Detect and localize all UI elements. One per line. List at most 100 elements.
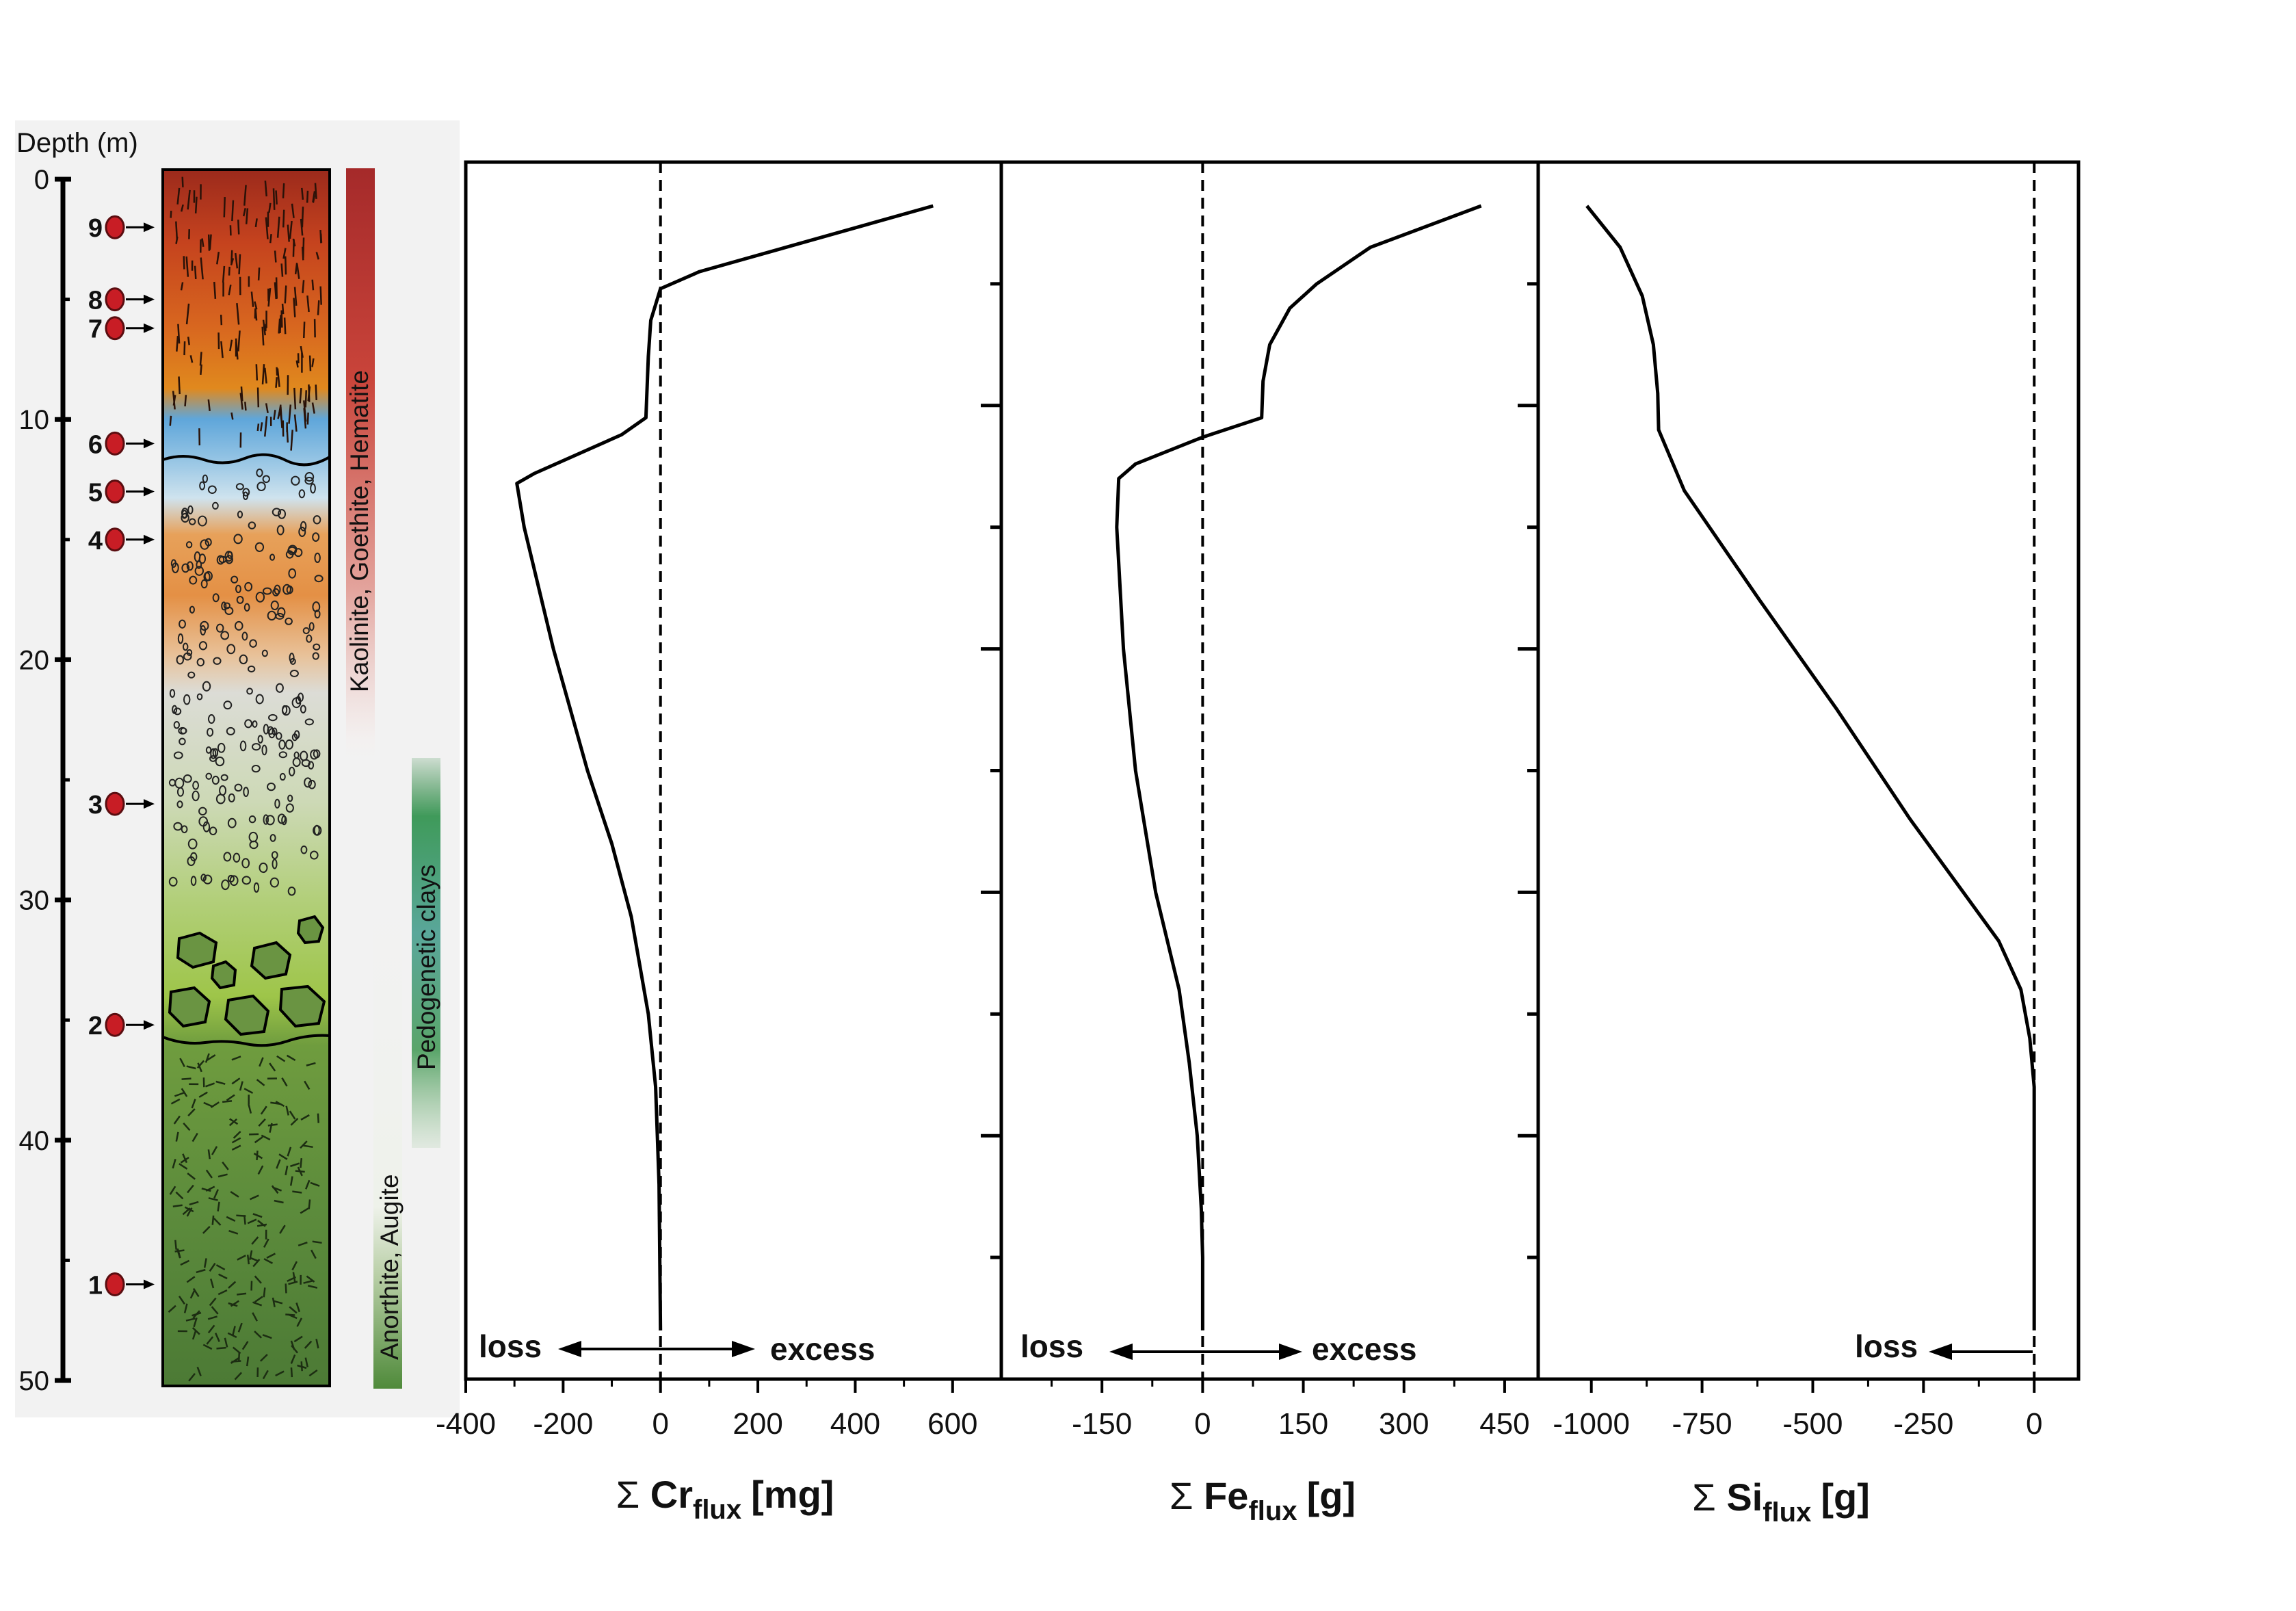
texture-crystal — [185, 1318, 196, 1322]
texture-crystal — [214, 1333, 220, 1342]
fe-excess-label: excess — [1312, 1331, 1417, 1367]
texture-grain — [301, 759, 311, 768]
texture-grain — [207, 714, 215, 724]
texture-crystal — [254, 1275, 262, 1284]
texture-crystal — [310, 1181, 320, 1187]
texture-grain — [174, 777, 185, 789]
si-flux-axis-title: Σ Siflux [g] — [1692, 1476, 1870, 1528]
texture-grain — [287, 546, 298, 555]
texture-crystal — [217, 1173, 228, 1178]
texture-grain — [189, 605, 195, 614]
texture-crystal — [272, 1297, 276, 1307]
texture-crystal — [259, 1354, 268, 1362]
depth-tick-label: 20 — [19, 645, 50, 675]
texture-stroke — [260, 422, 263, 432]
texture-grain — [173, 707, 182, 716]
texture-grain — [272, 859, 278, 869]
boulder — [296, 915, 325, 945]
texture-grain — [181, 508, 189, 519]
texture-grain — [248, 815, 256, 824]
texture-crystal — [276, 1055, 286, 1062]
texture-crystal — [186, 1065, 196, 1070]
depth-axis-label: Depth (m) — [16, 128, 138, 158]
sample-marker-9: 9 — [88, 214, 155, 243]
texture-crystal — [222, 1162, 229, 1170]
texture-crystal — [262, 1334, 272, 1339]
texture-stroke — [172, 391, 176, 410]
texture-stroke — [237, 330, 241, 352]
texture-crystal — [196, 1060, 205, 1069]
texture-crystal — [247, 1218, 257, 1224]
texture-grain — [223, 700, 233, 710]
texture-grain — [190, 876, 197, 887]
texture-grain — [215, 756, 225, 767]
cr-loss-arrowhead — [558, 1341, 581, 1357]
texture-crystal — [291, 1261, 298, 1271]
texture-stroke — [185, 256, 189, 277]
texture-stroke — [245, 208, 249, 224]
texture-crystal — [211, 1306, 219, 1315]
texture-stroke — [220, 314, 223, 326]
texture-stroke — [308, 384, 311, 402]
texture-crystal — [231, 1137, 241, 1144]
si-loss-label: loss — [1855, 1328, 1918, 1364]
texture-grain — [263, 814, 269, 825]
texture-crystal — [266, 1253, 276, 1259]
texture-grain — [242, 488, 250, 497]
boulder — [176, 931, 218, 969]
texture-crystal — [278, 1153, 288, 1160]
texture-grain — [310, 483, 316, 494]
texture-crystal — [285, 1165, 289, 1176]
texture-grain — [244, 581, 253, 592]
texture-crystal — [274, 1199, 284, 1204]
sample-dot — [105, 791, 125, 816]
texture-grain — [302, 627, 310, 635]
texture-grain — [256, 468, 263, 477]
texture-crystal — [289, 1176, 293, 1186]
texture-grain — [313, 515, 321, 525]
texture-grain — [196, 657, 205, 667]
texture-grain — [187, 671, 196, 679]
texture-stroke — [276, 367, 278, 376]
texture-stroke — [200, 364, 202, 376]
texture-stroke — [265, 217, 269, 239]
texture-crystal — [252, 1312, 258, 1322]
boulder — [250, 941, 292, 980]
texture-grain — [272, 508, 282, 516]
sample-number: 2 — [88, 1012, 103, 1040]
soil-texture — [168, 176, 324, 1382]
texture-stroke — [285, 256, 287, 275]
si-loss-arrowhead — [1929, 1344, 1952, 1360]
texture-crystal — [300, 1207, 309, 1214]
texture-crystal — [232, 1346, 241, 1354]
texture-crystal — [295, 1302, 300, 1313]
cr-x-tick-label: 400 — [830, 1407, 880, 1441]
texture-crystal — [228, 1302, 238, 1307]
texture-crystal — [231, 1056, 241, 1061]
texture-grain — [169, 689, 176, 698]
texture-grain — [304, 477, 314, 485]
texture-grain — [252, 720, 258, 728]
texture-crystal — [196, 1268, 206, 1274]
texture-crystal — [300, 1140, 308, 1149]
texture-crystal — [237, 1322, 243, 1333]
texture-stroke — [180, 282, 184, 291]
texture-stroke — [276, 216, 280, 238]
texture-grain — [314, 552, 321, 564]
texture-grain — [246, 687, 253, 695]
sample-marker-7: 7 — [88, 315, 155, 344]
texture-grain — [257, 735, 263, 744]
depth-tick-label: 30 — [19, 886, 50, 916]
texture-crystal — [187, 1108, 196, 1116]
sample-arrowhead — [144, 799, 155, 809]
texture-crystal — [210, 1279, 215, 1289]
texture-crystal — [307, 1285, 318, 1289]
texture-crystal — [211, 1146, 218, 1155]
texture-stroke — [250, 291, 254, 307]
texture-grain — [229, 875, 239, 887]
texture-grain — [289, 669, 299, 677]
texture-crystal — [201, 1188, 211, 1192]
texture-crystal — [178, 1296, 185, 1305]
si-flux-line — [1585, 205, 2036, 1331]
texture-grain — [241, 876, 251, 885]
